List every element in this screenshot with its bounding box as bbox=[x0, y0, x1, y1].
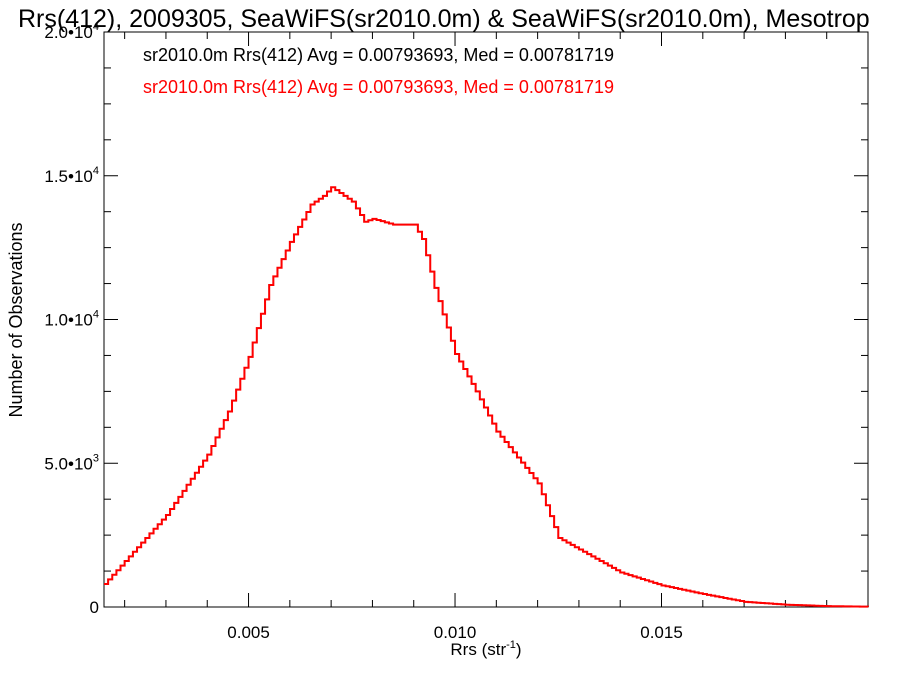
legend: sr2010.0m Rrs(412) Avg = 0.00793693, Med… bbox=[143, 45, 614, 97]
plot-frame bbox=[103, 31, 869, 608]
y-tick-label: 2.0•104 bbox=[44, 21, 99, 42]
y-tick-label: 5.0•103 bbox=[44, 452, 99, 473]
y-tick-label: 1.0•104 bbox=[44, 309, 99, 330]
x-tick-label: 0.010 bbox=[434, 623, 477, 642]
y-tick-label: 0 bbox=[90, 598, 99, 617]
legend-entry-red: sr2010.0m Rrs(412) Avg = 0.00793693, Med… bbox=[143, 77, 614, 97]
y-tick-label: 1.5•104 bbox=[44, 165, 99, 186]
series-line-black bbox=[104, 186, 869, 608]
axis-ticks bbox=[104, 31, 869, 608]
y-axis-label: Number of Observations bbox=[6, 222, 26, 417]
x-tick-label: 0.005 bbox=[227, 623, 270, 642]
x-axis-label: Rrs (str-1) bbox=[450, 639, 521, 659]
axis-tick-labels: 0.005 0.010 0.015 0 5.0•103 1.0•104 1.5•104 2.0… bbox=[44, 21, 682, 642]
chart-title: Rrs(412), 2009305, SeaWiFS(sr2010.0m) & … bbox=[18, 5, 870, 33]
series-layer bbox=[104, 186, 869, 608]
legend-entry-black: sr2010.0m Rrs(412) Avg = 0.00793693, Med… bbox=[143, 45, 614, 65]
x-tick-label: 0.015 bbox=[640, 623, 683, 642]
series-line-red bbox=[104, 186, 869, 608]
